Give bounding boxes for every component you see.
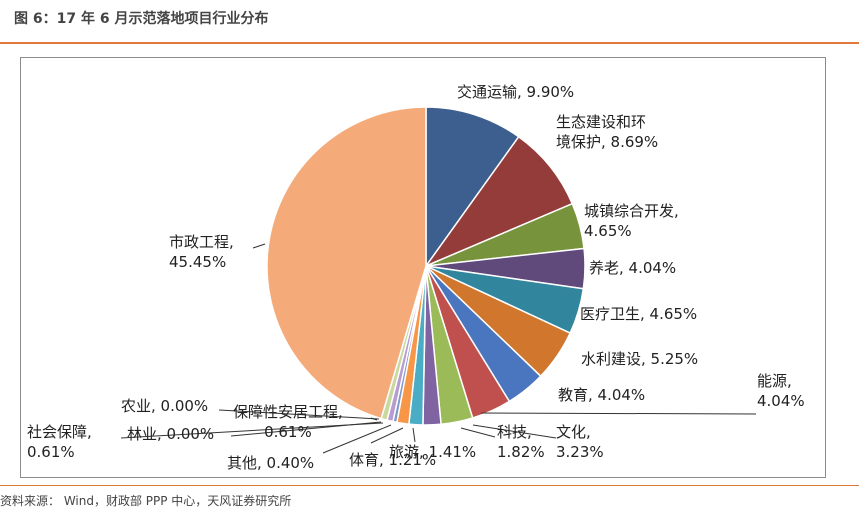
leader-line: [370, 417, 378, 421]
slice-label: 能源, 4.04%: [757, 371, 805, 411]
leader-line: [230, 421, 382, 437]
slice-label: 文化, 3.23%: [556, 422, 604, 462]
slice-label-line: 体育, 1.21%: [349, 451, 437, 469]
footer-rule: [0, 485, 859, 486]
leader-line: [472, 424, 557, 439]
slice-label-line: 保障性安居工程,: [233, 403, 343, 421]
slice-label: 其他, 0.40%: [227, 453, 314, 473]
slice-label: 保障性安居工程, 0.61%: [233, 402, 343, 442]
leader-line: [480, 412, 757, 415]
pie-slice: [266, 106, 427, 420]
slice-label-line: 0.61%: [27, 443, 75, 461]
source-note: 资料来源： Wind，财政部 PPP 中心，天风证券研究所: [0, 494, 292, 508]
slice-label: 体育, 1.21%: [349, 450, 436, 470]
leader-line: [218, 409, 380, 420]
slice-label-line: 1.82%: [497, 443, 545, 461]
slice-label-line: 市政工程,: [169, 233, 234, 251]
slice-label-line: 医疗卫生, 4.65%: [580, 305, 698, 323]
leader-line: [322, 424, 392, 454]
slice-label: 医疗卫生, 4.65%: [580, 304, 697, 324]
slice-label: 旅游, 1.41%: [389, 442, 476, 462]
slice-label: 水利建设, 5.25%: [581, 349, 698, 369]
slice-label: 科技, 1.82%: [497, 422, 545, 462]
slice-label-line: 水利建设, 5.25%: [581, 350, 699, 368]
slice-label: 交通运输, 9.90%: [457, 82, 574, 102]
slice-label-line: 社会保障,: [27, 423, 92, 441]
slice-label-line: 3.23%: [556, 443, 604, 461]
slice-label-line: 城镇综合开发,: [584, 202, 679, 220]
figure-title: 图 6：17 年 6 月示范落地项目行业分布: [14, 11, 269, 27]
pie-slice: [423, 135, 574, 268]
slice-label-line: 养老, 4.04%: [589, 259, 677, 277]
slice-label: 林业, 0.00%: [127, 424, 214, 444]
slice-label: 生态建设和环 境保护, 8.69%: [556, 112, 658, 152]
slice-label: 农业, 0.00%: [121, 396, 208, 416]
slice-label-line: 境保护, 8.69%: [556, 133, 659, 151]
slice-label-line: 文化,: [556, 423, 591, 441]
slice-label-line: 能源,: [757, 372, 792, 390]
slice-label-line: 教育, 4.04%: [558, 386, 646, 404]
header-rule: [0, 42, 859, 44]
pie-chart: [120, 106, 757, 454]
slice-label-line: 45.45%: [169, 253, 227, 271]
slice-label: 城镇综合开发, 4.65%: [584, 201, 679, 241]
slice-label: 社会保障, 0.61%: [27, 422, 92, 462]
slice-label-line: 生态建设和环: [556, 113, 647, 131]
pie-slice: [425, 106, 520, 269]
slice-label-line: 4.65%: [584, 222, 632, 240]
slice-label-line: 林业, 0.00%: [127, 425, 215, 443]
slice-label-line: 科技,: [497, 423, 532, 441]
slice-label: 市政工程, 45.45%: [169, 232, 234, 272]
slice-label-line: 交通运输, 9.90%: [457, 83, 575, 101]
slice-label: 教育, 4.04%: [558, 385, 645, 405]
slice-label: 养老, 4.04%: [589, 258, 676, 278]
slice-label-line: 农业, 0.00%: [121, 397, 209, 415]
chart-frame: 交通运输, 9.90% 生态建设和环 境保护, 8.69% 城镇综合开发, 4.65% 养…: [20, 57, 826, 478]
leader-line: [252, 243, 266, 249]
slice-label-line: 旅游, 1.41%: [389, 443, 477, 461]
leader-line: [370, 427, 404, 444]
slice-label-line: 4.04%: [757, 392, 805, 410]
slice-label-line: 0.61%: [264, 423, 312, 441]
slice-label-line: 其他, 0.40%: [227, 454, 315, 472]
leader-line: [412, 427, 416, 443]
leader-line: [460, 427, 496, 438]
